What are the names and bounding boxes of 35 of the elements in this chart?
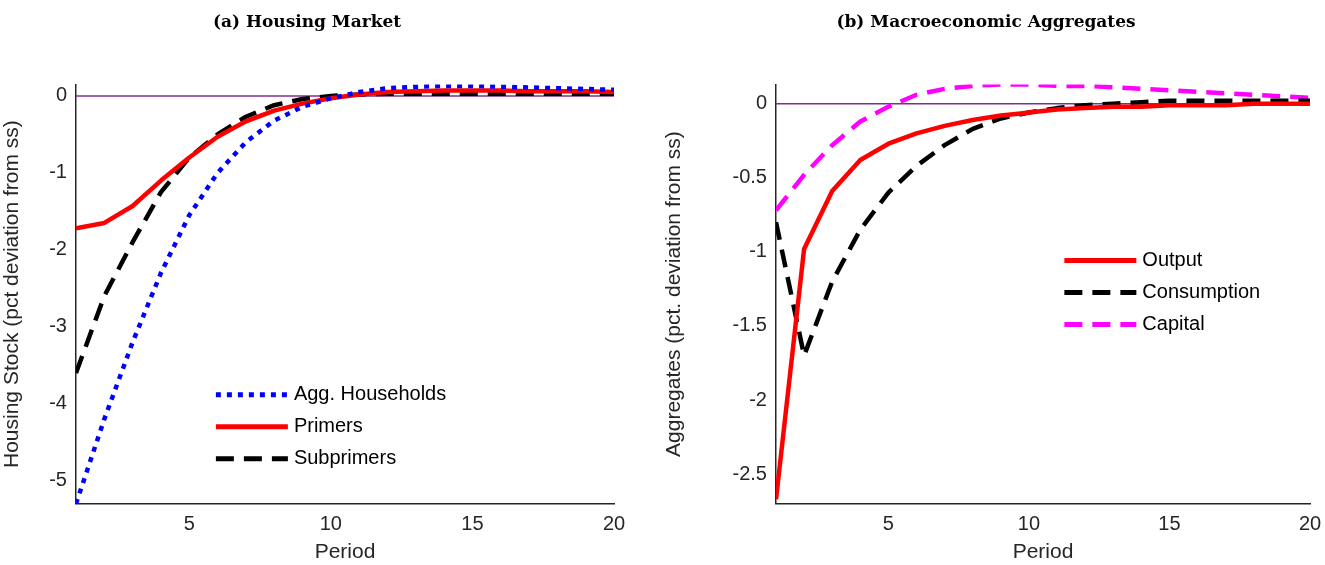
x-tick-label: 20 [602, 512, 626, 535]
y-tick-label: -1.5 [732, 313, 767, 336]
y-axis-title: Aggregates (pct. deviation from ss) [661, 131, 685, 457]
y-tick-label: 0 [755, 91, 767, 114]
x-axis-title: Period [1012, 539, 1074, 563]
x-tick-label: 5 [882, 512, 894, 535]
y-tick-label: 0 [55, 83, 67, 106]
x-tick-label: 15 [461, 512, 484, 535]
x-tick-label: 5 [183, 512, 195, 535]
y-tick-label: -1 [749, 239, 767, 262]
legend-label: Output [1142, 248, 1203, 271]
x-tick-label: 10 [319, 512, 342, 535]
y-tick-label: -2 [749, 387, 767, 410]
x-tick-label: 15 [1158, 512, 1181, 535]
line-series [76, 84, 614, 504]
legend-label: Primers [293, 414, 363, 437]
x-tick-label: 20 [1298, 512, 1322, 535]
legend-label: Consumption [1142, 280, 1261, 303]
x-axis-title: Period [314, 539, 376, 563]
x-tick-label: 10 [1017, 512, 1041, 535]
chart-title: (b) Macroeconomic Aggregates [836, 10, 1136, 31]
y-tick-label: -1 [49, 160, 67, 183]
line-series [776, 84, 1310, 213]
y-tick-label: -4 [49, 391, 67, 414]
y-tick-label: -5 [49, 468, 67, 491]
y-tick-label: -2.5 [732, 461, 767, 484]
legend-label: Subprimers [293, 446, 397, 469]
legend-label: Agg. Households [293, 382, 447, 405]
y-axis-title: Housing Stock (pct deviation from ss) [0, 120, 23, 469]
chart-title: (a) Housing Market [212, 10, 402, 31]
y-tick-label: -0.5 [732, 165, 767, 188]
legend-label: Capital [1142, 312, 1205, 335]
y-tick-label: -3 [49, 314, 67, 337]
line-series [76, 91, 614, 376]
y-tick-label: -2 [49, 237, 67, 260]
